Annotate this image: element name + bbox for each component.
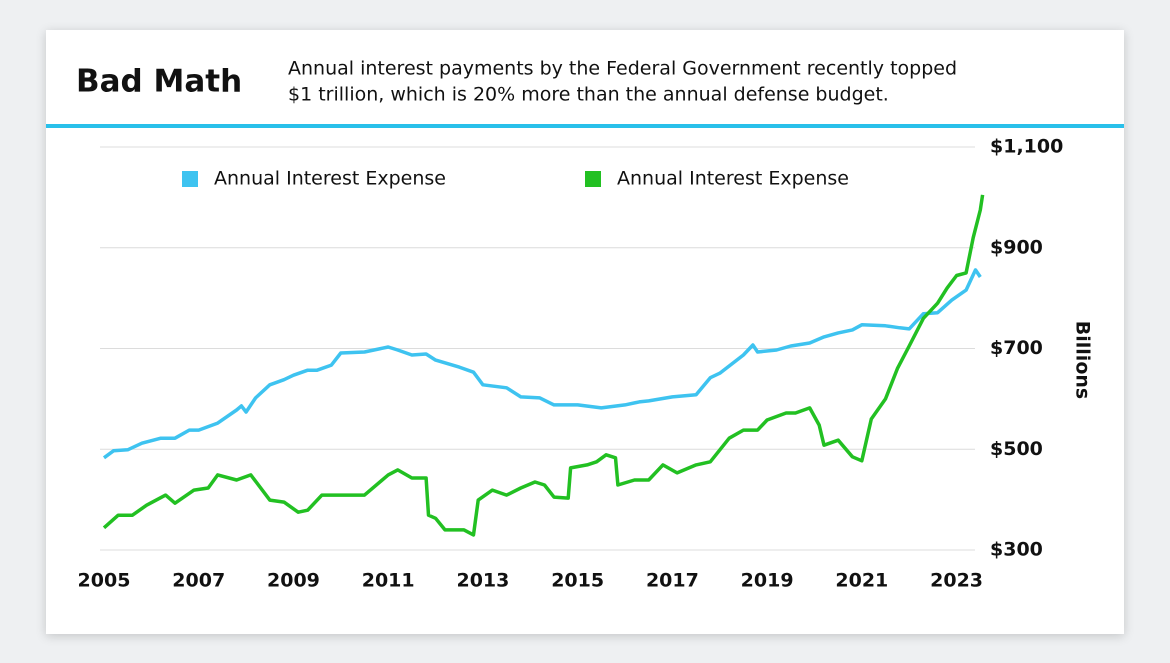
chart-title: Bad Math (76, 64, 242, 100)
x-tick-label: 2013 (456, 570, 509, 592)
subtitle-line: Annual interest payments by the Federal … (288, 58, 957, 80)
x-tick-label: 2011 (362, 570, 415, 592)
y-tick-label: $1,100 (990, 136, 1063, 158)
y-tick-label: $700 (990, 337, 1043, 359)
legend-swatch (182, 171, 198, 187)
x-tick-label: 2023 (930, 570, 983, 592)
y-tick-label: $300 (990, 539, 1043, 561)
header-rule (46, 124, 1124, 128)
x-tick-label: 2021 (835, 570, 888, 592)
card (46, 30, 1124, 634)
x-tick-label: 2015 (551, 570, 604, 592)
data-line (102, 268, 982, 460)
x-tick-label: 2007 (172, 570, 225, 592)
x-tick-label: 2019 (741, 570, 794, 592)
x-tick-label: 2005 (78, 570, 131, 592)
y-tick-label: $500 (990, 438, 1043, 460)
y-tick-label: $900 (990, 236, 1043, 258)
data-line (102, 194, 985, 537)
subtitle-line: $1 trillion, which is 20% more than the … (288, 84, 889, 106)
legend-label: Annual Interest Expense (617, 168, 849, 190)
legend-label: Annual Interest Expense (214, 168, 446, 190)
x-tick-label: 2009 (267, 570, 320, 592)
y-axis-label: Billions (1072, 321, 1094, 399)
x-tick-label: 2017 (646, 570, 699, 592)
legend-swatch (585, 171, 601, 187)
